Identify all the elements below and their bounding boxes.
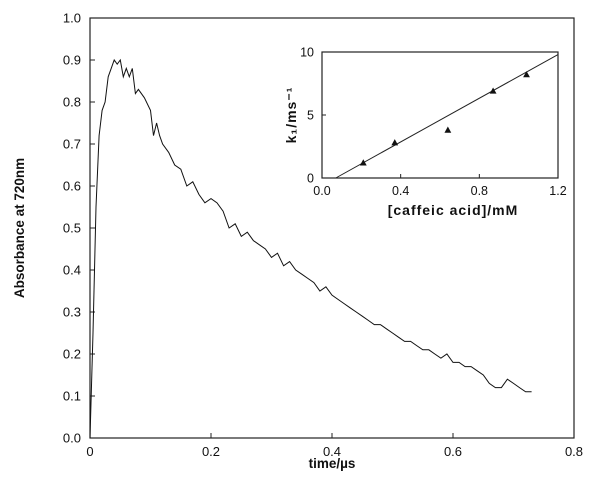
inset-data-point [489, 87, 497, 94]
main-y-tick-label: 0.3 [63, 305, 81, 320]
inset-y-tick-label: 0 [307, 172, 314, 186]
inset-x-tick-label: 0.4 [392, 184, 409, 198]
absorbance-trace [89, 58, 532, 439]
main-x-axis-title: time/µs [309, 456, 356, 471]
inset-x-tick-label: 0.0 [313, 184, 330, 198]
inset-x-axis-title: [caffeic acid]/mM [388, 202, 519, 218]
inset-x-tick-label: 1.2 [549, 184, 566, 198]
main-y-tick-label: 0.6 [63, 179, 81, 194]
inset-x-tick-label: 0.8 [471, 184, 488, 198]
main-y-tick-label: 0.7 [63, 137, 81, 152]
main-ticks: 0 0.2 0.4 0.6 0.8 0.0 0.1 0.2 0.3 0.4 0.5 0.6 0.7 0.8… [63, 11, 583, 460]
main-x-tick-label: 0.8 [565, 444, 583, 459]
inset-ticks: 0.0 0.4 0.8 1.2 0 5 10 [300, 46, 567, 199]
main-x-tick-label: 0.4 [323, 444, 341, 459]
main-y-tick-label: 0.0 [63, 431, 81, 446]
inset-y-axis-title: k₁/ms⁻¹ [283, 87, 299, 144]
inset-data-point [523, 71, 530, 78]
inset-plot-frame [321, 51, 559, 179]
inset-y-tick-label: 5 [307, 109, 314, 123]
main-x-tick-label: 0 [86, 444, 93, 459]
main-y-tick-label: 0.1 [63, 389, 81, 404]
main-y-tick-label: 0.2 [63, 347, 81, 362]
inset-y-tick-label: 10 [300, 46, 314, 60]
inset-data-point [391, 139, 399, 146]
main-y-tick-label: 1.0 [63, 11, 81, 26]
main-y-tick-label: 0.5 [63, 221, 81, 236]
main-y-tick-label: 0.8 [63, 95, 81, 110]
inset-data-point [444, 126, 452, 133]
inset-fit-line [335, 54, 559, 179]
inset-points [359, 71, 530, 166]
main-y-tick-label: 0.4 [63, 263, 81, 278]
main-y-tick-label: 0.9 [63, 53, 81, 68]
main-y-axis-title: Absorbance at 720nm [12, 158, 27, 298]
inset-data-point [359, 159, 367, 166]
main-x-tick-label: 0.2 [202, 444, 220, 459]
main-x-tick-label: 0.6 [444, 444, 462, 459]
